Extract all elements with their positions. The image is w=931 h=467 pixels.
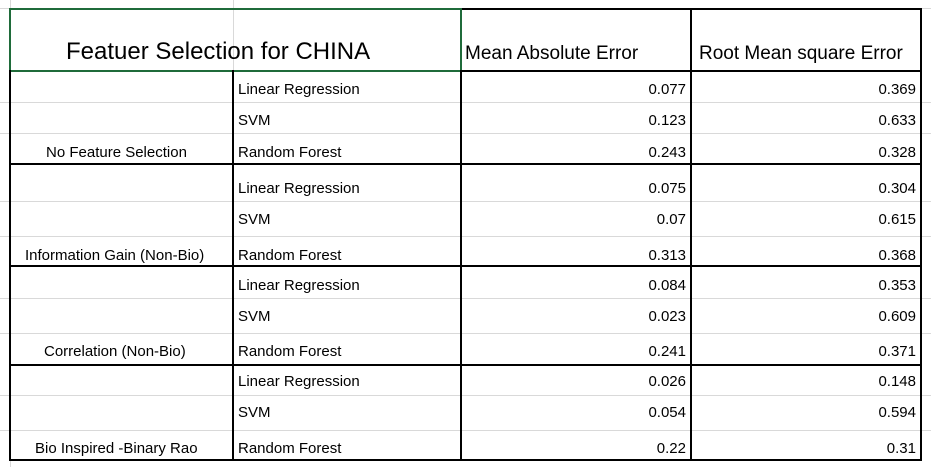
border-group2-bottom: [10, 265, 922, 267]
model-name: Random Forest: [238, 144, 342, 161]
rmse-value: 0.609: [878, 308, 916, 325]
rmse-value: 0.615: [878, 211, 916, 228]
rmse-value: 0.31: [886, 440, 916, 457]
mae-value: 0.077: [648, 81, 686, 98]
border-title-bottom: [10, 70, 462, 72]
gridline: [0, 201, 931, 202]
rmse-value: 0.594: [878, 404, 916, 421]
rmse-value: 0.369: [878, 81, 916, 98]
mae-value: 0.026: [648, 373, 686, 390]
header-mae: Mean Absolute Error: [465, 43, 639, 64]
model-name: Random Forest: [238, 247, 342, 264]
model-name: SVM: [238, 308, 271, 325]
gridline: [0, 430, 931, 431]
model-name: Random Forest: [238, 343, 342, 360]
model-name: Linear Regression: [238, 373, 360, 390]
rmse-value: 0.371: [878, 343, 916, 360]
gridline: [0, 333, 931, 334]
mae-value: 0.07: [656, 211, 686, 228]
rmse-value: 0.304: [878, 180, 916, 197]
border-right: [920, 8, 922, 461]
mae-value: 0.123: [648, 112, 686, 129]
mae-value: 0.243: [648, 144, 686, 161]
rmse-value: 0.328: [878, 144, 916, 161]
mae-value: 0.023: [648, 308, 686, 325]
gridline: [0, 102, 931, 103]
header-rmse: Root Mean square Error: [699, 43, 903, 64]
border-mae-right: [690, 8, 692, 461]
mae-value: 0.084: [648, 277, 686, 294]
gridline: [0, 395, 931, 396]
border-model-right: [460, 70, 462, 461]
model-name: SVM: [238, 112, 271, 129]
gridline: [233, 0, 234, 72]
rmse-value: 0.148: [878, 373, 916, 390]
model-name: Linear Regression: [238, 277, 360, 294]
border-bottom: [10, 459, 922, 461]
group-label: Information Gain (Non-Bio): [25, 247, 205, 264]
border-left: [9, 70, 11, 461]
border-label-right: [232, 70, 234, 461]
mae-value: 0.22: [656, 440, 686, 457]
border-top-title: [10, 8, 462, 10]
model-name: SVM: [238, 211, 271, 228]
model-name: SVM: [238, 404, 271, 421]
rmse-value: 0.353: [878, 277, 916, 294]
mae-value: 0.054: [648, 404, 686, 421]
border-title-left: [9, 8, 11, 72]
gridline: [0, 236, 931, 237]
model-name: Linear Regression: [238, 81, 360, 98]
mae-value: 0.241: [648, 343, 686, 360]
border-title-right: [460, 8, 462, 72]
mae-value: 0.075: [648, 180, 686, 197]
table-title: Featuer Selection for CHINA: [66, 38, 371, 65]
model-name: Linear Regression: [238, 180, 360, 197]
mae-value: 0.313: [648, 247, 686, 264]
group-label: No Feature Selection: [46, 144, 187, 161]
model-name: Random Forest: [238, 440, 342, 457]
group-label: Bio Inspired -Binary Rao: [35, 440, 198, 457]
gridline: [0, 133, 931, 134]
border-group1-bottom: [10, 163, 922, 165]
rmse-value: 0.368: [878, 247, 916, 264]
group-label: Correlation (Non-Bio): [44, 343, 186, 360]
border-group3-bottom: [10, 364, 922, 366]
gridline: [0, 298, 931, 299]
rmse-value: 0.633: [878, 112, 916, 129]
